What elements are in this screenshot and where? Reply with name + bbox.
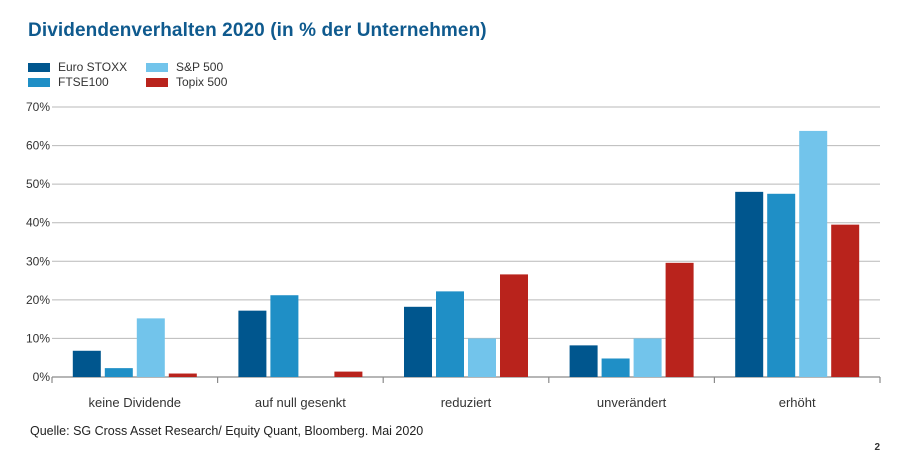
legend-label-euro-stoxx: Euro STOXX [58, 60, 128, 74]
legend-label-topix500: Topix 500 [176, 75, 228, 89]
y-tick-label: 70% [26, 100, 50, 114]
source-note: Quelle: SG Cross Asset Research/ Equity … [30, 424, 424, 438]
y-tick-label: 60% [26, 139, 50, 153]
bar-topix-500-3 [500, 274, 528, 377]
bar-s-p-500-5 [799, 130, 828, 377]
bar-topix-500-1 [168, 373, 197, 377]
legend-item-topix500: Topix 500 [146, 75, 227, 89]
legend-swatch-sp500 [146, 62, 168, 72]
x-category-label: unverändert [597, 395, 667, 410]
bar-euro-stoxx-2 [238, 310, 267, 377]
legend-swatch-euro-stoxx [28, 62, 50, 72]
x-category-label: auf null gesenkt [255, 395, 346, 410]
bar-euro-stoxx-5 [735, 191, 764, 377]
bar-ftse100-2 [270, 295, 299, 377]
bar-ftse100-1 [104, 368, 133, 377]
y-tick-label: 30% [26, 254, 50, 268]
x-category-label: erhöht [779, 395, 816, 410]
chart-title: Dividendenverhalten 2020 (in % der Unter… [28, 20, 487, 41]
legend-label-ftse100: FTSE100 [58, 75, 109, 89]
bar-topix-500-4 [665, 262, 694, 377]
bar-s-p-500-4 [633, 338, 662, 377]
bar-topix-500-5 [831, 224, 860, 377]
legend-swatch-topix500 [146, 77, 168, 87]
legend-item-ftse100: FTSE100 [28, 75, 109, 89]
bar-euro-stoxx-3 [404, 306, 432, 377]
chart-legend: Euro STOXX FTSE100 S&P 500 Topix 500 [28, 60, 288, 90]
legend-swatch-ftse100 [28, 77, 50, 87]
bar-ftse100-3 [436, 291, 464, 377]
y-tick-label: 50% [26, 177, 50, 191]
y-tick-label: 10% [26, 331, 50, 345]
bar-s-p-500-1 [136, 318, 165, 377]
legend-label-sp500: S&P 500 [176, 60, 224, 74]
y-tick-label: 20% [26, 293, 50, 307]
legend-item-sp500: S&P 500 [146, 60, 223, 74]
bar-s-p-500-3 [468, 338, 496, 377]
x-category-label: keine Dividende [89, 395, 182, 410]
bar-chart-plot: 0% 10% 20% 30% 40% 50% 60% 70% keine Dividende au… [26, 100, 881, 410]
legend-item-euro-stoxx: Euro STOXX [28, 60, 127, 74]
bar-ftse100-4 [601, 358, 630, 377]
page-number: 2 [874, 442, 880, 453]
bar-ftse100-5 [767, 193, 796, 377]
bar-euro-stoxx-4 [569, 345, 598, 377]
y-tick-label: 40% [26, 216, 50, 230]
x-category-label: reduziert [441, 395, 492, 410]
bar-topix-500-2 [334, 371, 363, 377]
bar-euro-stoxx-1 [72, 350, 101, 377]
y-tick-label: 0% [33, 370, 51, 384]
